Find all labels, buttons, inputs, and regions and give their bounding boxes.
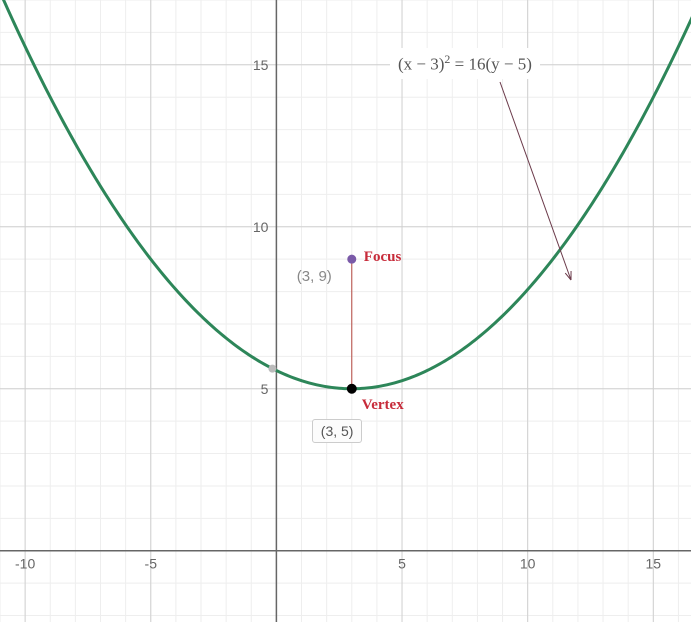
eq-rhs: = 16(y − 5) [450, 55, 532, 74]
x-tick-label: 5 [398, 556, 406, 572]
y-tick-label: 15 [253, 57, 269, 73]
x-tick-label: 15 [646, 556, 662, 572]
chart-area: -10 -5 5 10 15 5 10 15 Focus (3, 9) Vertex (x − 3)… [0, 0, 691, 622]
curve-point-marker [268, 365, 276, 373]
x-tick-label: 10 [520, 556, 536, 572]
vertex-label: Vertex [362, 397, 404, 413]
equation-label: (x − 3)2 = 16(y − 5) [390, 48, 540, 79]
x-tick-label: -10 [15, 556, 35, 572]
focus-point [347, 255, 356, 264]
eq-lhs: (x − 3) [398, 55, 444, 74]
chart-svg: -10 -5 5 10 15 5 10 15 Focus (3, 9) Vertex [0, 0, 691, 622]
focus-label: Focus [364, 249, 402, 265]
y-tick-label: 10 [253, 219, 269, 235]
vertex-point [347, 384, 357, 394]
vertex-coord-box: (3, 5) [312, 419, 363, 443]
y-tick-label: 5 [261, 381, 269, 397]
x-tick-label: -5 [145, 556, 158, 572]
focus-coord-label: (3, 9) [297, 268, 332, 285]
